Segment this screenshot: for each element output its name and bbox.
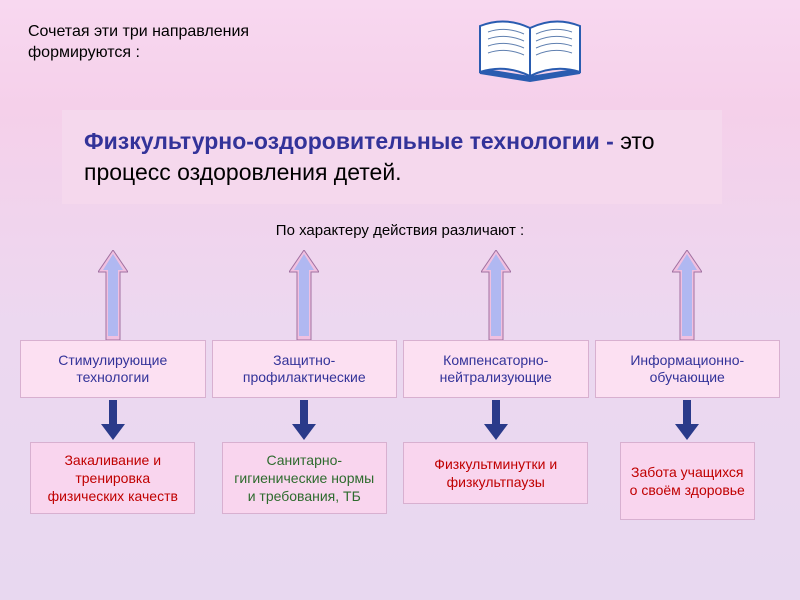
intro-text: Сочетая эти три направления формируются … (28, 22, 328, 64)
category-box: Защитно-профилактические (212, 340, 398, 398)
subtitle-text: По характеру действия различают : (0, 222, 800, 239)
category-box: Информационно-обучающие (595, 340, 781, 398)
arrow-down-icon (292, 400, 316, 440)
category-box: Компенсаторно-нейтрализующие (403, 340, 589, 398)
column-0: Стимулирующие технологии Закаливание и т… (20, 250, 206, 520)
main-heading-bold: Физкультурно-оздоровительные технологии … (84, 128, 620, 154)
example-box: Физкультминутки и физкультпаузы (403, 442, 588, 504)
book-icon (470, 6, 590, 86)
example-box: Санитарно-гигиенические нормы и требован… (222, 442, 387, 514)
arrow-up-icon (481, 250, 511, 340)
arrow-down-icon (675, 400, 699, 440)
arrow-up-icon (672, 250, 702, 340)
column-2: Компенсаторно-нейтрализующие Физкультмин… (403, 250, 589, 520)
category-box: Стимулирующие технологии (20, 340, 206, 398)
example-box: Закаливание и тренировка физических каче… (30, 442, 195, 514)
arrow-down-icon (484, 400, 508, 440)
example-box: Забота учащихся о своём здоровье (620, 442, 755, 520)
arrow-down-icon (101, 400, 125, 440)
columns-container: Стимулирующие технологии Закаливание и т… (20, 250, 780, 520)
column-1: Защитно-профилактические Санитарно-гигие… (212, 250, 398, 520)
arrow-up-icon (98, 250, 128, 340)
column-3: Информационно-обучающие Забота учащихся … (595, 250, 781, 520)
main-heading-box: Физкультурно-оздоровительные технологии … (62, 110, 722, 204)
arrow-up-icon (289, 250, 319, 340)
